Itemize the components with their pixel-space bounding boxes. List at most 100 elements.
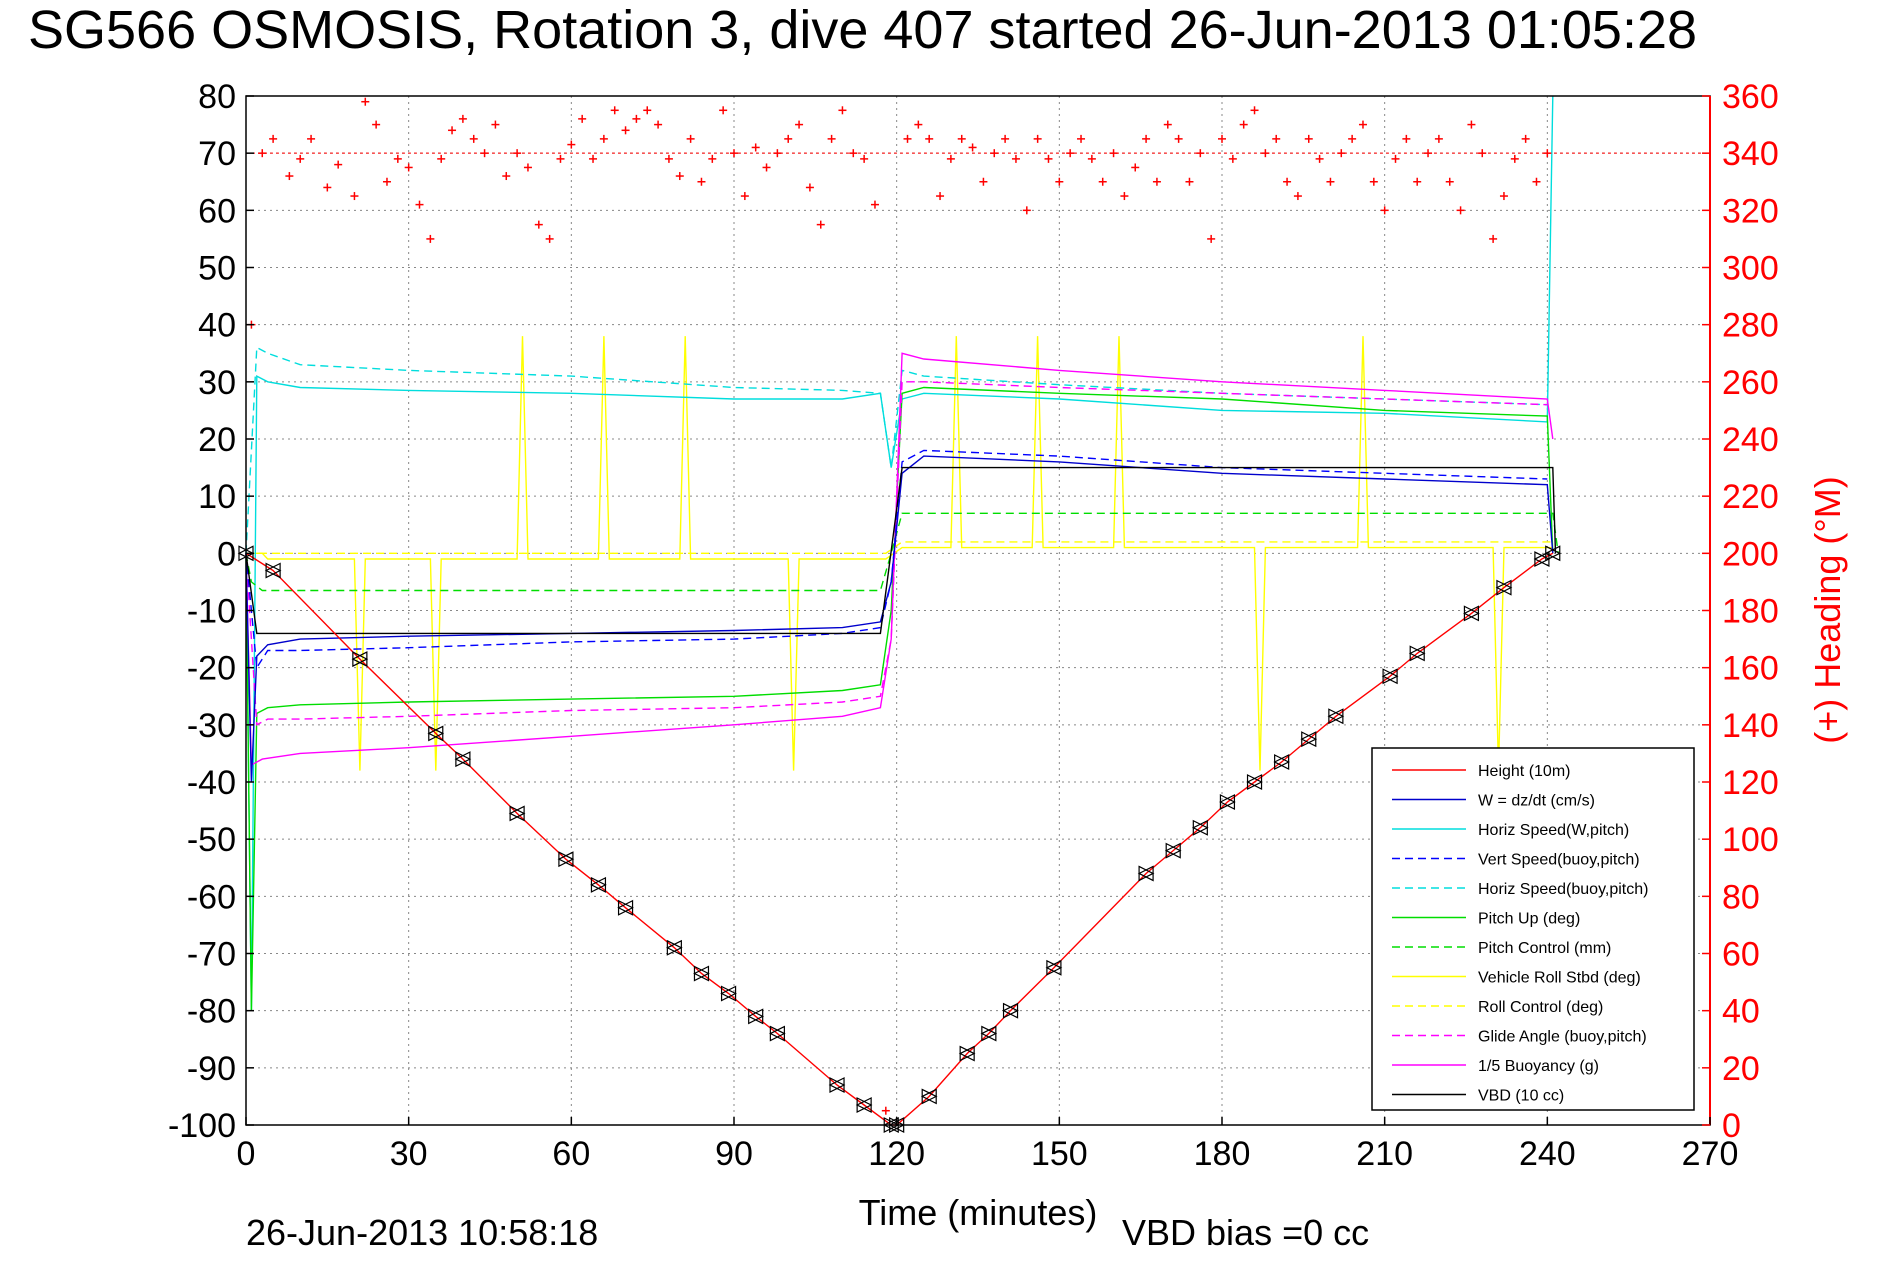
legend-label-0: Height (10m) [1478,763,1570,780]
heading-point [350,192,359,201]
heading-point [849,149,858,158]
legend-label-9: Glide Angle (buoy,pitch) [1478,1029,1647,1046]
y-tick-label: -10 [187,593,236,631]
series-line-4 [245,346,1548,554]
heading-point [795,120,804,129]
y-tick-label: 20 [198,421,236,459]
heading-point [1478,149,1487,158]
y-axis-right-ticks: 3603403203002802602402202001801601401201… [1702,78,1779,1145]
y-right-tick-label: 100 [1722,821,1779,859]
heading-point [502,172,511,181]
legend-label-11: VBD (10 cc) [1478,1088,1564,1105]
height-marker-alt [1002,1002,1019,1019]
y-right-tick-label: 220 [1722,478,1779,516]
y-right-tick-label: 20 [1722,1050,1760,1088]
heading-point [296,154,305,163]
heading-point [1142,134,1151,143]
y-axis-left-ticks: 80 70 60 50 40 30 20 10 0 -10 -20 -30 -40 -50 -60 -70 -8… [168,78,254,1145]
heading-point [323,183,332,192]
heading-point [1510,154,1519,163]
heading-point [269,134,278,143]
x-tick-label: 30 [390,1135,428,1173]
heading-point [469,134,478,143]
y-tick-label: -80 [187,993,236,1031]
heading-point [1207,234,1216,243]
y-right-tick-label: 120 [1722,764,1779,802]
heading-point [415,200,424,209]
heading-point [393,154,402,163]
legend: Height (10m) W = dz/dt (cm/s) Horiz Speed(… [1371,747,1695,1111]
height-marker-alt [1137,865,1154,882]
series-line-9 [245,381,1548,726]
heading-point [1369,177,1378,186]
y-right-tick-label: 280 [1722,307,1779,345]
heading-point [437,154,446,163]
heading-point [556,154,565,163]
heading-point [632,114,641,123]
y-tick-label: -90 [187,1050,236,1088]
height-marker-alt [1246,774,1263,790]
heading-point [730,149,738,158]
chart-title: SG566 OSMOSIS, Rotation 3, dive 407 star… [28,0,1697,60]
heading-point [334,160,343,169]
heading-point [589,154,598,163]
legend-label-2: Horiz Speed(W,pitch) [1478,822,1629,839]
heading-point [1055,177,1064,186]
height-marker-alt [557,851,574,868]
heading-point [925,134,934,143]
height-marker-alt [980,1025,997,1042]
heading-point [914,120,923,129]
heading-point [1283,177,1292,186]
heading-point [1120,192,1129,201]
heading-point [1218,134,1226,143]
heading-point [816,220,825,229]
height-marker-alt [508,805,525,822]
y-right-tick-label: 200 [1722,535,1779,573]
series-line-6 [245,512,1559,592]
height-marker-alt [920,1088,937,1105]
heading-point [382,177,391,186]
y-tick-label: -100 [168,1107,236,1145]
heading-point [285,172,294,181]
heading-point [1434,134,1443,143]
heading-point [1413,177,1422,186]
heading-point [903,134,912,143]
legend-label-10: 1/5 Buoyancy (g) [1478,1058,1599,1075]
heading-point [643,106,652,115]
y-right-tick-label: 240 [1722,421,1779,459]
height-marker-alt [855,1097,872,1113]
legend-label-4: Horiz Speed(buoy,pitch) [1478,881,1648,898]
heading-point [979,177,988,186]
height-marker-alt [1300,731,1317,748]
x-tick-label: 0 [237,1135,256,1173]
series-line-0 [245,552,1554,1126]
heading-point [1293,192,1302,201]
series-line-2 [245,95,1554,1011]
heading-point [1001,134,1010,143]
heading-point [1174,134,1183,143]
height-marker-alt [1381,668,1398,685]
heading-point [1109,149,1118,158]
heading-point [1044,154,1053,163]
heading-point [838,106,847,115]
legend-label-7: Vehicle Roll Stbd (deg) [1478,970,1641,987]
y-tick-label: 50 [198,250,236,288]
y-tick-label: -70 [187,936,236,974]
heading-point [1098,177,1107,186]
heading-point [1315,154,1324,163]
y-tick-label: 80 [198,78,236,116]
heading-point [1163,120,1172,129]
heading-point [1022,206,1031,215]
height-marker-alt [351,651,368,668]
y-right-tick-label: 260 [1722,364,1779,402]
height-marker-alt [427,725,444,742]
x-axis-label: Time (minutes) [859,1192,1098,1233]
vbd-bias-footer: VBD bias =0 cc [1122,1212,1369,1253]
heading-point [957,134,966,143]
series-line-11 [245,466,1557,635]
heading-point [1445,177,1454,186]
heading-point [1087,154,1096,163]
y-right-tick-label: 360 [1722,78,1779,116]
heading-point [1304,134,1313,143]
